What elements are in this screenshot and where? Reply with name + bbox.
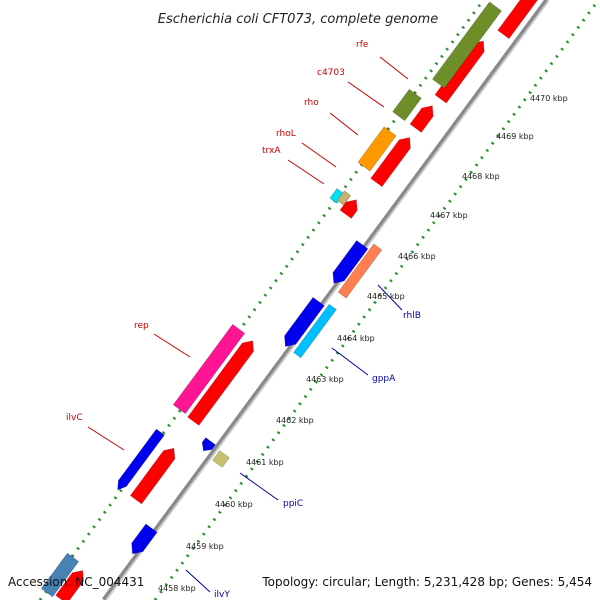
feature-red-ilvc — [129, 447, 176, 505]
feature-tan-trxa — [336, 190, 352, 206]
tick-label: 4460 kbp — [215, 500, 253, 509]
tick-label: 4467 kbp — [430, 211, 468, 220]
feature-steel-bottom — [40, 552, 80, 598]
gene-label-ilvY: ilvY — [214, 590, 230, 600]
tick-label: 4465 kbp — [367, 292, 405, 301]
feature-red-3 — [409, 105, 434, 133]
callout-line — [377, 284, 403, 311]
feature-multi-rhlb — [337, 243, 383, 299]
callout-line — [379, 56, 409, 80]
feature-blue-gppa — [284, 296, 325, 347]
gene-label-c4703: c4703 — [317, 68, 345, 78]
feature-cyan-gppa — [293, 303, 337, 359]
gene-label-rhoL: rhoL — [276, 129, 296, 139]
feature-blue-rhlb — [332, 240, 369, 284]
feature-orange-rho — [357, 126, 397, 172]
feature-blue-ppic — [201, 437, 216, 452]
callout-line — [347, 81, 385, 108]
callout-line — [331, 347, 369, 376]
feature-red-rep — [187, 340, 254, 426]
tick-label: 4458 kbp — [158, 584, 196, 593]
callout-line — [329, 112, 359, 136]
gene-label-gppA: gppA — [372, 374, 396, 384]
gene-label-trxA: trxA — [262, 146, 281, 156]
callout-line — [185, 569, 211, 593]
tick-label: 4464 kbp — [337, 334, 375, 343]
feature-green-rfe — [432, 1, 502, 89]
feature-tan-ppic — [212, 450, 230, 468]
genome-backbone — [101, 0, 550, 600]
callout-line — [301, 142, 337, 168]
tick-label: 4463 kbp — [306, 375, 344, 384]
gene-label-rhlB: rhlB — [403, 311, 421, 321]
tick-dot-tracks — [38, 0, 600, 600]
dot-track-0 — [38, 0, 486, 600]
feature-red-1 — [497, 0, 538, 40]
feature-red-bottom — [55, 570, 84, 600]
gene-label-ilvC: ilvC — [66, 413, 83, 423]
callout-line — [239, 472, 279, 501]
callout-line — [87, 426, 125, 451]
kbp-tick-labels: 4458 kbp 4459 kbp 4460 kbp 4461 kbp 4462 kbp… — [158, 94, 568, 593]
callout-line — [153, 333, 191, 358]
tick-label: 4461 kbp — [246, 458, 284, 467]
tick-label: 4468 kbp — [462, 172, 500, 181]
feature-pink-rep — [172, 323, 246, 415]
feature-blue-ilvy — [131, 523, 158, 555]
gene-callout-lines — [87, 56, 409, 593]
map-title: Escherichia coli CFT073, complete genome — [158, 12, 438, 27]
summary-text: Topology: circular; Length: 5,231,428 bp… — [261, 575, 592, 589]
gene-label-rfe: rfe — [356, 40, 369, 50]
callout-line — [287, 159, 325, 185]
accession-text: Accession: NC_004431 — [8, 575, 144, 589]
feature-blue-ilvc — [117, 428, 165, 491]
tick-label: 4466 kbp — [398, 252, 436, 261]
gene-label-rep: rep — [134, 321, 149, 331]
tick-label: 4462 kbp — [276, 416, 314, 425]
tick-label: 4459 kbp — [186, 542, 224, 551]
feature-blocks — [40, 0, 538, 600]
tick-label: 4470 kbp — [530, 94, 568, 103]
gene-labels: rfe c4703 rho rhoL trxA rep ilvC rhlB gppA ppiC il… — [66, 40, 421, 600]
gene-label-rho: rho — [304, 98, 319, 108]
feature-red-4 — [370, 137, 411, 188]
gene-label-ppiC: ppiC — [283, 499, 303, 509]
tick-label: 4469 kbp — [496, 132, 534, 141]
feature-green-2 — [392, 88, 422, 122]
